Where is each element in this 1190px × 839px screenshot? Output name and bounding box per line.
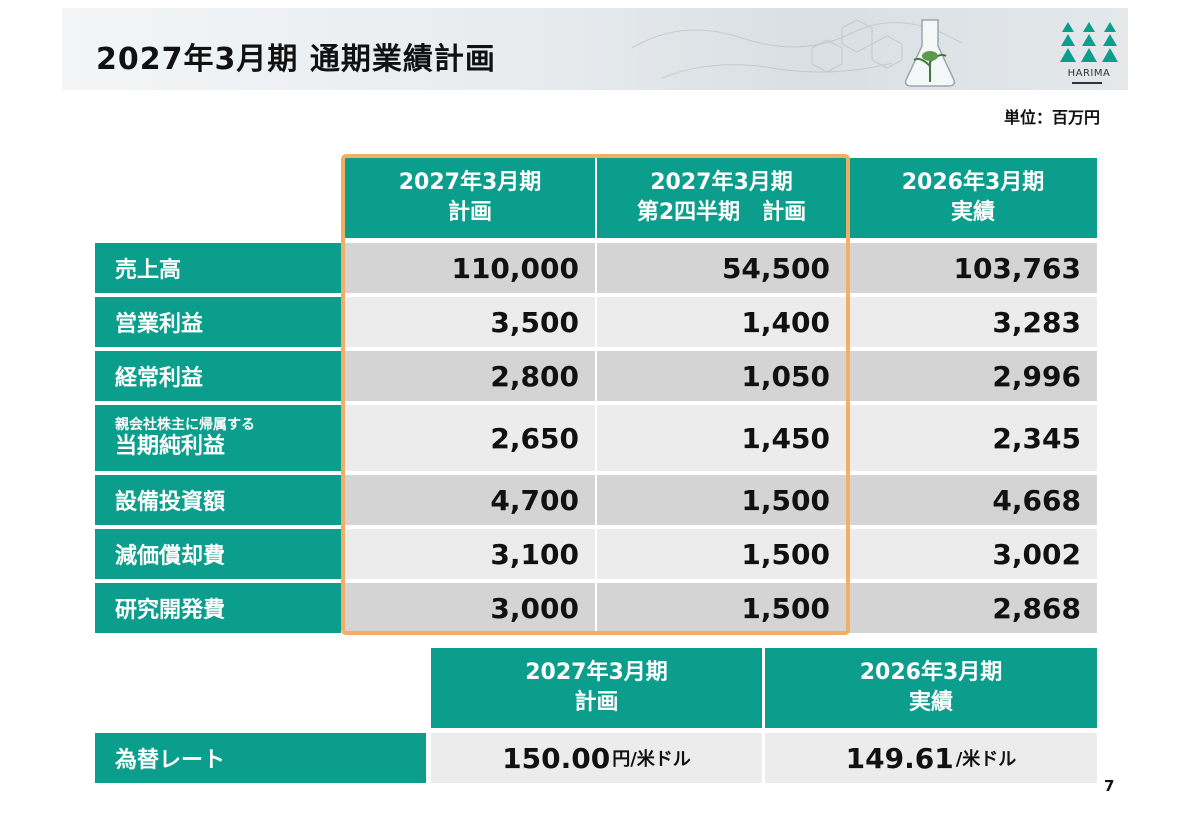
row-label-sales: 売上高 xyxy=(95,243,341,293)
row-label-fx-rate: 為替レート xyxy=(95,733,426,783)
fx-column-header-fy2027-plan: 2027年3月期 計画 xyxy=(431,648,762,728)
row-label-text: 売上高 xyxy=(115,258,182,283)
fx-column-header-line2: 計画 xyxy=(574,690,619,715)
table-cell: 2,800 xyxy=(345,351,595,401)
unit-label: 単位：百万円 xyxy=(1003,108,1100,127)
table-cell: 54,500 xyxy=(597,243,846,293)
table-cell: 1,450 xyxy=(597,405,846,471)
table-cell: 4,668 xyxy=(849,475,1097,525)
row-label-subtext: 親会社株主に帰属する xyxy=(115,417,255,433)
logo-underline xyxy=(1072,82,1102,84)
table-cell: 103,763 xyxy=(849,243,1097,293)
table-cell: 1,500 xyxy=(597,529,846,579)
table-cell: 2,868 xyxy=(849,583,1097,633)
column-header-fy2026-actual: 2026年3月期 実績 xyxy=(849,158,1097,238)
row-label-text: 営業利益 xyxy=(115,312,204,337)
row-label-ordinary-income: 経常利益 xyxy=(95,351,341,401)
fx-unit: 円/米ドル xyxy=(612,749,691,770)
table-cell: 1,400 xyxy=(597,297,846,347)
column-header-line1: 2027年3月期 xyxy=(650,170,793,195)
row-label-capex: 設備投資額 xyxy=(95,475,341,525)
table-cell: 3,000 xyxy=(345,583,595,633)
table-cell: 3,500 xyxy=(345,297,595,347)
table-cell: 2,345 xyxy=(849,405,1097,471)
logo-text: HARIMA xyxy=(1067,68,1111,79)
fx-cell-actual: 149.61 /米ドル xyxy=(765,733,1097,783)
fx-column-header-line2: 実績 xyxy=(908,690,953,715)
row-label-depreciation: 減価償却費 xyxy=(95,529,341,579)
row-label-text: 研究開発費 xyxy=(115,598,226,623)
row-label-operating-income: 営業利益 xyxy=(95,297,341,347)
harima-logo: HARIMA xyxy=(1058,18,1120,84)
row-label-text: 設備投資額 xyxy=(115,490,226,515)
table-cell: 1,500 xyxy=(597,583,846,633)
fx-column-header-fy2026-actual: 2026年3月期 実績 xyxy=(765,648,1097,728)
page-title: 2027年3月期 通期業績計画 xyxy=(96,42,496,77)
row-label-text: 為替レート xyxy=(115,748,226,773)
row-label-text: 減価償却費 xyxy=(115,544,226,569)
harima-logo-icon xyxy=(1060,22,1118,62)
page-number: 7 xyxy=(1104,777,1115,795)
column-header-line2: 計画 xyxy=(447,200,492,225)
column-header-line1: 2027年3月期 xyxy=(398,170,542,195)
column-header-q2-plan: 2027年3月期 第2四半期 計画 xyxy=(597,158,846,238)
fx-unit: /米ドル xyxy=(955,749,1017,770)
table-cell: 2,996 xyxy=(849,351,1097,401)
fx-value: 150.00 xyxy=(502,741,611,775)
title-banner: 2027年3月期 通期業績計画 HARIMA xyxy=(62,8,1128,90)
fx-column-header-line1: 2027年3月期 xyxy=(525,660,668,685)
column-header-fy2027-plan: 2027年3月期 計画 xyxy=(345,158,595,238)
fx-column-header-line1: 2026年3月期 xyxy=(859,660,1003,685)
table-cell: 1,050 xyxy=(597,351,846,401)
column-header-line1: 2026年3月期 xyxy=(901,170,1045,195)
world-map-decoration xyxy=(631,19,963,87)
table-cell: 3,283 xyxy=(849,297,1097,347)
table-cell: 110,000 xyxy=(345,243,595,293)
table-cell: 3,100 xyxy=(345,529,595,579)
table-cell: 2,650 xyxy=(345,405,595,471)
fx-value: 149.61 xyxy=(845,741,954,775)
flask-icon xyxy=(904,19,956,87)
table-cell: 4,700 xyxy=(345,475,595,525)
table-cell: 1,500 xyxy=(597,475,846,525)
table-cell: 3,002 xyxy=(849,529,1097,579)
column-header-line2: 第2四半期 計画 xyxy=(636,200,807,225)
row-label-rnd: 研究開発費 xyxy=(95,583,341,633)
column-header-line2: 実績 xyxy=(950,200,995,225)
row-label-text: 当期純利益 xyxy=(115,434,226,459)
fx-cell-plan: 150.00 円/米ドル xyxy=(431,733,762,783)
row-label-net-income: 親会社株主に帰属する 当期純利益 xyxy=(95,405,341,471)
row-label-text: 経常利益 xyxy=(115,366,204,391)
